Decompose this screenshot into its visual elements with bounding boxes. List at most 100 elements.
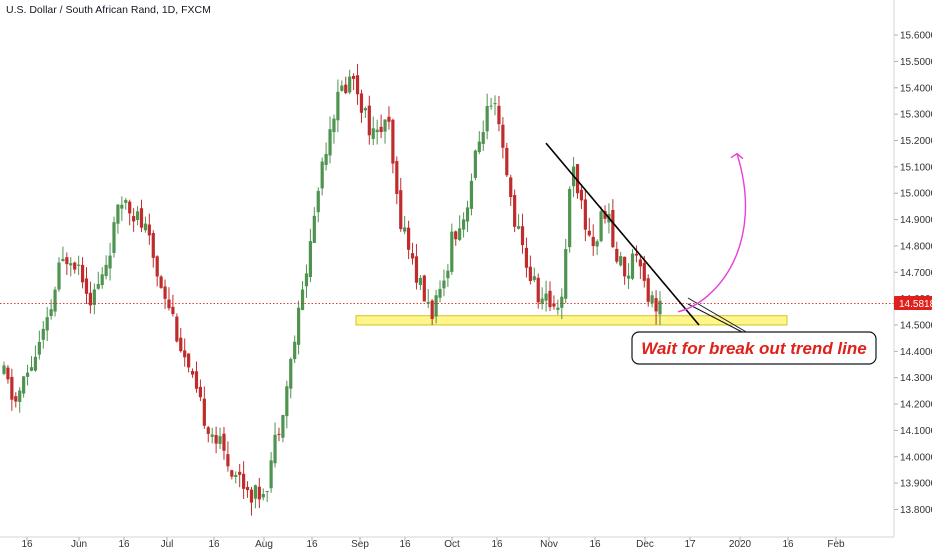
xtick-label: Oct	[444, 539, 460, 550]
candle-down	[194, 371, 199, 389]
candle-down	[14, 396, 18, 402]
candle-down	[128, 201, 132, 214]
candle-up	[619, 256, 623, 266]
candle-up	[281, 415, 285, 438]
candle-up	[112, 222, 116, 253]
candle-up	[285, 386, 289, 417]
candle-up	[22, 376, 26, 394]
candle-up	[33, 356, 38, 371]
candle-down	[638, 259, 642, 267]
candle-up	[658, 300, 662, 315]
candle-down	[277, 433, 281, 435]
candle-down	[642, 263, 646, 281]
candle-down	[155, 256, 159, 277]
xtick-label: 16	[589, 539, 601, 550]
ytick-label: 15.10000	[900, 162, 932, 173]
ytick-label: 15.30000	[900, 110, 932, 121]
candle-down	[352, 75, 356, 79]
price-axis[interactable]: 15.60000 15.50000 15.40000 15.30000 15.20000…	[894, 31, 932, 516]
candle-up	[316, 190, 320, 213]
candle-down	[73, 262, 77, 270]
xtick-label: Sep	[351, 539, 369, 550]
candle-up	[18, 390, 22, 402]
candle-up	[265, 490, 269, 492]
candle-up	[544, 293, 548, 301]
candle-down	[528, 266, 532, 281]
projection-arrow[interactable]	[677, 153, 747, 313]
ytick-label: 13.80000	[900, 505, 932, 516]
candle-up	[332, 118, 336, 133]
xtick-label: 16	[118, 539, 130, 550]
candle-down	[355, 75, 360, 95]
candle-down	[230, 470, 234, 477]
candle-up	[426, 301, 430, 304]
candle-down	[6, 367, 10, 380]
ytick-label: 14.50000	[900, 320, 932, 331]
callout-box[interactable]	[631, 331, 877, 365]
candle-up	[116, 204, 120, 224]
current-price-badge: 14.58182	[894, 296, 932, 310]
candle-up	[312, 215, 316, 243]
xtick-label: 16	[491, 539, 503, 550]
candle-down	[183, 350, 187, 358]
candle-up	[69, 263, 73, 266]
time-axis[interactable]: 16 Jun 16 Jul 16 Aug 16 Sep 16 Oct 16 Nov 16 Dec 17 202…	[21, 537, 845, 550]
candle-up	[261, 493, 265, 498]
candle-up	[516, 226, 521, 229]
candle-down	[202, 398, 206, 426]
candle-up	[595, 241, 599, 247]
support-zone[interactable]	[355, 315, 788, 326]
candle-down	[591, 236, 595, 247]
candle-down	[222, 433, 226, 451]
candle-down	[414, 256, 419, 283]
candle-down	[623, 256, 627, 277]
xtick-label: Feb	[827, 539, 845, 550]
candle-down	[579, 189, 584, 201]
candle-up	[49, 309, 53, 316]
ytick-label: 14.40000	[900, 347, 932, 358]
candle-down	[84, 278, 89, 294]
candle-up	[568, 188, 572, 248]
candle-up	[532, 276, 536, 281]
candle-up	[25, 372, 30, 377]
ytick-label: 15.40000	[900, 83, 932, 94]
candle-down	[206, 427, 210, 434]
candle-up	[477, 141, 481, 152]
candle-down	[132, 216, 136, 222]
candle-down	[654, 298, 658, 312]
candle-down	[147, 224, 151, 236]
candle-up	[485, 106, 489, 132]
candle-down	[611, 210, 615, 248]
candle-down	[179, 337, 183, 352]
candle-down	[520, 226, 525, 246]
candle-up	[328, 129, 332, 156]
candle-up	[465, 207, 470, 222]
candle-up	[143, 223, 148, 231]
plot-area[interactable]	[0, 63, 894, 516]
candle-down	[367, 105, 371, 136]
callout[interactable]: Wait for break out trend line	[631, 331, 877, 365]
candle-down	[410, 253, 415, 259]
candle-down	[245, 486, 250, 491]
candle-up	[442, 280, 446, 289]
candle-up	[253, 485, 258, 499]
ytick-label: 14.30000	[900, 373, 932, 384]
candle-down	[379, 126, 383, 133]
candle-down	[497, 105, 501, 125]
xtick-label: Dec	[636, 539, 654, 550]
candle-up	[473, 150, 477, 178]
candle-up	[348, 76, 352, 93]
candle-down	[175, 316, 179, 342]
candle-up	[403, 227, 407, 232]
candle-up	[300, 289, 305, 311]
candle-up	[57, 262, 61, 290]
candle-up	[438, 288, 442, 298]
ytick-label: 14.70000	[900, 268, 932, 279]
candle-up	[37, 341, 41, 355]
candle-up	[564, 249, 568, 299]
candle-up	[289, 358, 293, 389]
descending-trend-line[interactable]	[545, 142, 700, 326]
candle-up	[45, 317, 49, 331]
candle-down	[615, 248, 619, 262]
